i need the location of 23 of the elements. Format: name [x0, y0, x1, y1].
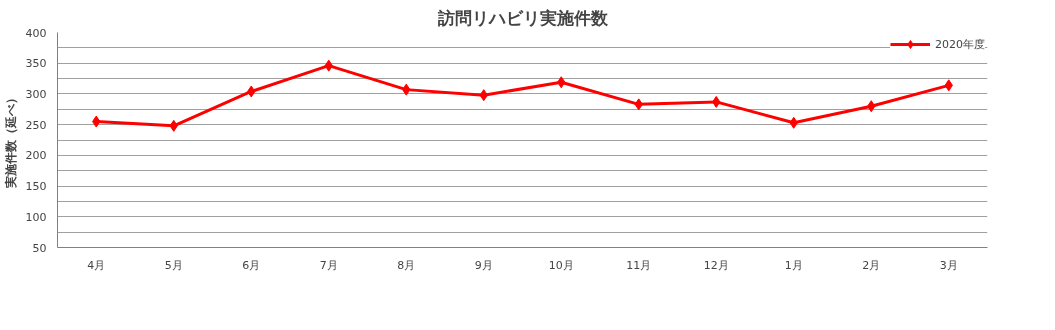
x-tick-label: 5月	[164, 258, 183, 272]
y-tick-label: 150	[25, 180, 47, 194]
y-tick-label: 100	[25, 210, 47, 224]
y-tick-label: 250	[25, 118, 47, 132]
y-tick-label: 400	[25, 26, 47, 40]
x-tick-label: 7月	[319, 258, 338, 272]
legend-label: 2020年度	[935, 36, 985, 52]
x-tick-label: 1月	[784, 258, 803, 272]
x-tick-label: 10月	[548, 258, 574, 272]
x-tick-label: 12月	[703, 258, 729, 272]
y-axis-title: 実施件数（延べ）	[3, 92, 18, 189]
y-tick-label: 350	[25, 57, 47, 71]
x-tick-label: 3月	[939, 258, 958, 272]
x-tick-label: 6月	[242, 258, 261, 272]
x-tick-label: 4月	[87, 258, 106, 272]
x-tick-label: 2月	[862, 258, 881, 272]
x-tick-label: 11月	[626, 258, 652, 272]
y-tick-label: 300	[25, 87, 47, 101]
x-tick-label: 9月	[474, 258, 493, 272]
y-tick-label: 50	[32, 241, 47, 255]
y-tick-label: 200	[25, 149, 47, 163]
x-tick-label: 8月	[397, 258, 416, 272]
chart-title: 訪問リハビリ実施件数	[436, 7, 609, 28]
